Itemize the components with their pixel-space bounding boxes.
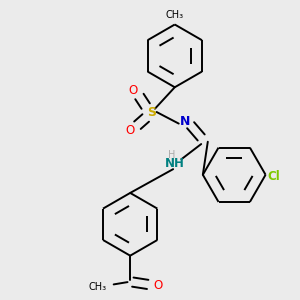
Text: CH₃: CH₃	[166, 10, 184, 20]
Text: N: N	[179, 116, 190, 128]
Text: S: S	[147, 106, 156, 118]
Text: Cl: Cl	[267, 170, 280, 183]
Text: H: H	[168, 150, 176, 160]
Text: O: O	[153, 279, 163, 292]
Text: O: O	[129, 84, 138, 97]
Text: CH₃: CH₃	[89, 282, 107, 292]
Text: NH: NH	[165, 157, 185, 170]
Text: O: O	[126, 124, 135, 137]
